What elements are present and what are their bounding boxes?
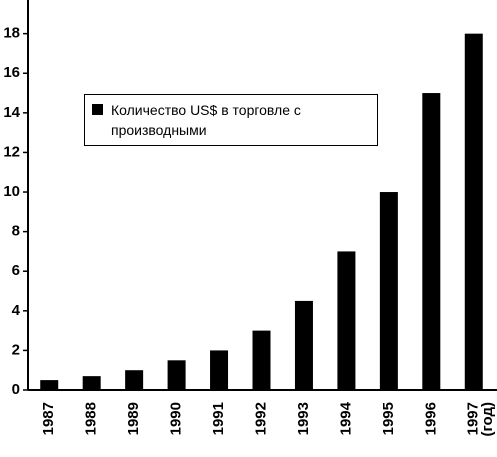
- x-tick-label: 1997: [465, 402, 482, 435]
- x-tick-label: 1987: [40, 402, 57, 435]
- bar: [337, 251, 356, 390]
- y-tick-label: 6: [12, 262, 20, 279]
- bar: [210, 350, 229, 390]
- x-tick-label: 1993: [295, 402, 312, 435]
- bar: [294, 300, 313, 390]
- x-tick-label: 1996: [422, 402, 439, 435]
- bar: [40, 380, 59, 390]
- x-axis-label: (год): [479, 402, 496, 437]
- x-tick-label: 1994: [337, 401, 354, 435]
- y-tick-label: 16: [3, 64, 20, 81]
- bar: [167, 360, 186, 390]
- y-tick-label: 12: [3, 143, 20, 160]
- y-tick-label: 4: [12, 302, 21, 319]
- y-tick-label: 2: [12, 341, 20, 358]
- x-tick-label: 1990: [168, 402, 185, 435]
- bar: [379, 192, 398, 390]
- y-tick-label: 10: [3, 183, 20, 200]
- x-tick-label: 1995: [380, 402, 397, 435]
- x-tick-label: 1989: [125, 402, 142, 435]
- y-tick-label: 14: [3, 104, 20, 121]
- legend: Количество US$ в торговле с производными: [84, 94, 378, 146]
- legend-swatch: [92, 104, 103, 115]
- y-tick-label: 18: [3, 25, 20, 42]
- bar: [82, 376, 101, 390]
- bar: [252, 330, 271, 390]
- y-tick-label: 8: [12, 223, 20, 240]
- x-tick-label: 1991: [210, 402, 227, 435]
- legend-label: Количество US$ в торговле с производными: [111, 102, 301, 138]
- bar: [125, 370, 144, 390]
- y-tick-label: 0: [12, 381, 20, 398]
- x-tick-label: 1988: [83, 402, 100, 435]
- bar: [422, 93, 441, 390]
- x-tick-label: 1992: [252, 402, 269, 435]
- bar: [464, 33, 483, 391]
